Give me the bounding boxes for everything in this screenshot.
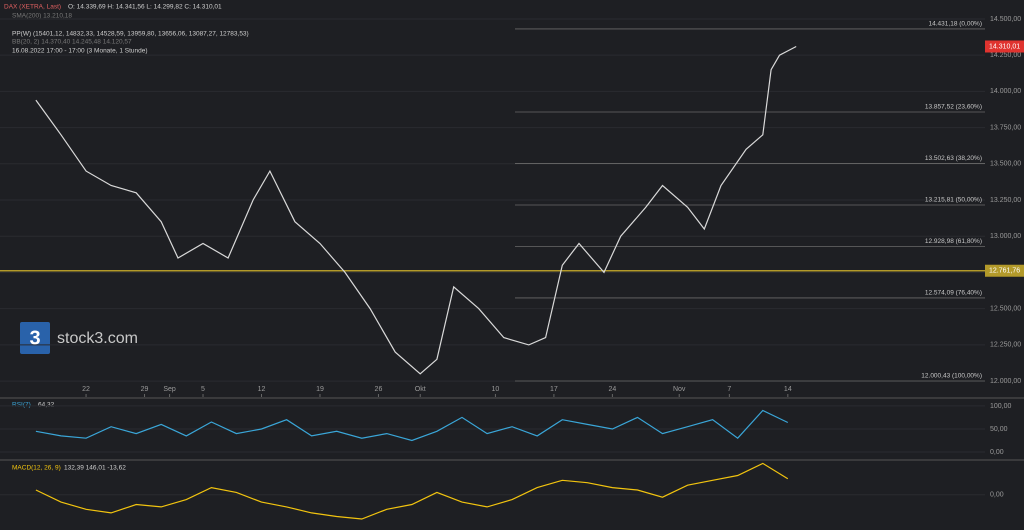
y-tick-label: 100,00 xyxy=(990,403,1012,410)
y-tick-label: 12.500,00 xyxy=(990,305,1021,312)
fib-label: 14.431,18 (0,00%) xyxy=(929,21,982,28)
x-tick-label: 17 xyxy=(550,386,558,393)
series-line xyxy=(35,45,797,375)
pp-legend: PP(W) (15401,12, 14832,33, 14528,59, 139… xyxy=(12,31,249,38)
fib-label: 13.857,52 (23,60%) xyxy=(925,104,982,111)
x-tick-label: 29 xyxy=(141,386,149,393)
logo-box xyxy=(20,322,50,354)
y-tick-label: 0,00 xyxy=(990,492,1004,499)
price-label: 12.761,76 xyxy=(989,268,1020,275)
fib-label: 12.928,98 (61,80%) xyxy=(925,238,982,245)
x-tick-label: 22 xyxy=(82,386,90,393)
y-tick-label: 13.750,00 xyxy=(990,124,1021,131)
y-tick-label: 13.250,00 xyxy=(990,197,1021,204)
x-tick-label: Sep xyxy=(163,386,176,393)
symbol: DAX (XETRA, Last) xyxy=(4,4,61,11)
price-box xyxy=(985,40,1024,53)
fib-label: 12.000,43 (100,00%) xyxy=(921,373,982,380)
y-tick-label: 12.000,00 xyxy=(990,378,1021,385)
series-line xyxy=(35,462,789,520)
x-tick-label: 10 xyxy=(492,386,500,393)
fib-label: 12.574,09 (76,40%) xyxy=(925,290,982,297)
ohlc: O: 14.339,69 H: 14.341,56 L: 14.299,82 C… xyxy=(68,4,222,11)
x-tick-label: 26 xyxy=(375,386,383,393)
period: 16.08.2022 17:00 - 17:00 (3 Monate, 1 St… xyxy=(12,48,148,55)
y-tick-label: 13.000,00 xyxy=(990,233,1021,240)
x-tick-label: 12 xyxy=(258,386,266,393)
x-tick-label: Nov xyxy=(673,386,686,393)
x-tick-label: 5 xyxy=(201,386,205,393)
y-tick-label: 50,00 xyxy=(990,426,1008,433)
x-tick-label: 19 xyxy=(316,386,324,393)
y-tick-label: 13.500,00 xyxy=(990,161,1021,168)
fib-label: 13.502,63 (38,20%) xyxy=(925,155,982,162)
rsi-title: RSI(7) xyxy=(12,402,31,409)
logo-mark: 3 xyxy=(29,327,40,349)
price-box xyxy=(985,264,1024,277)
fib-label: 13.215,81 (50,00%) xyxy=(925,197,982,204)
y-tick-label: 14.250,00 xyxy=(990,52,1021,59)
series-line xyxy=(35,409,789,442)
price-label: 14.310,01 xyxy=(989,43,1020,50)
x-tick-label: Okt xyxy=(415,386,426,393)
logo-text: stock3.com xyxy=(57,330,138,347)
x-tick-label: 7 xyxy=(727,386,731,393)
x-tick-label: 24 xyxy=(608,386,616,393)
macd-title: MACD(12, 26, 9) xyxy=(12,465,61,472)
x-tick-label: 14 xyxy=(784,386,792,393)
y-tick-label: 12.250,00 xyxy=(990,342,1021,349)
y-tick-label: 0,00 xyxy=(990,449,1004,456)
y-tick-label: 14.500,00 xyxy=(990,16,1021,23)
macd-readout: 132,39 146,01 -13,62 xyxy=(64,465,126,472)
sma-legend: SMA(200) 13.210,18 xyxy=(12,13,72,20)
rsi-readout: 64,32 xyxy=(38,402,55,409)
bb-legend: BB(20, 2) 14.370,40 14.245,48 14.120,57 xyxy=(12,39,132,46)
y-tick-label: 14.000,00 xyxy=(990,88,1021,95)
